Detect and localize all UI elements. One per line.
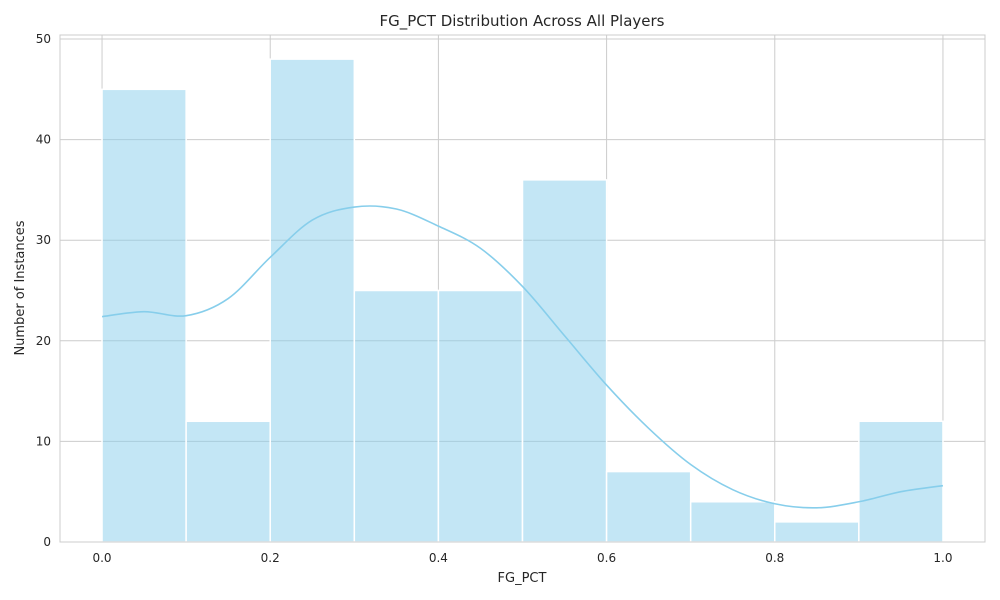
histogram-bar bbox=[353, 289, 440, 543]
y-tick-labels: 0 10 20 30 40 50 bbox=[36, 32, 51, 549]
y-axis-label: Number of Instances bbox=[13, 220, 28, 355]
y-tick-label: 20 bbox=[36, 334, 51, 348]
histogram-bar bbox=[605, 470, 692, 543]
histogram-bar bbox=[858, 420, 944, 543]
histogram-bar bbox=[437, 289, 524, 543]
y-tick-label: 30 bbox=[36, 233, 51, 247]
histogram-bar bbox=[521, 179, 608, 543]
kde-curve bbox=[101, 205, 944, 509]
histogram-bar bbox=[774, 521, 860, 543]
y-tick-label: 0 bbox=[43, 535, 51, 549]
x-tick-label: 0.2 bbox=[261, 551, 280, 565]
x-tick-label: 0.6 bbox=[597, 551, 616, 565]
x-tick-labels: 0.0 0.2 0.4 0.6 0.8 1.0 bbox=[92, 551, 952, 565]
y-tick-label: 50 bbox=[36, 32, 51, 46]
histogram-bar bbox=[689, 501, 776, 543]
y-tick-label: 40 bbox=[36, 133, 51, 147]
chart-title: FG_PCT Distribution Across All Players bbox=[380, 12, 665, 31]
x-tick-label: 1.0 bbox=[933, 551, 952, 565]
x-tick-label: 0.0 bbox=[92, 551, 111, 565]
x-axis-label: FG_PCT bbox=[498, 571, 547, 586]
plot-frame bbox=[59, 34, 986, 543]
x-tick-label: 0.8 bbox=[765, 551, 784, 565]
y-tick-label: 10 bbox=[36, 434, 51, 448]
histogram-bar bbox=[269, 58, 356, 543]
x-tick-label: 0.4 bbox=[429, 551, 448, 565]
histogram-bar bbox=[185, 420, 271, 543]
histogram-bars bbox=[101, 58, 944, 543]
